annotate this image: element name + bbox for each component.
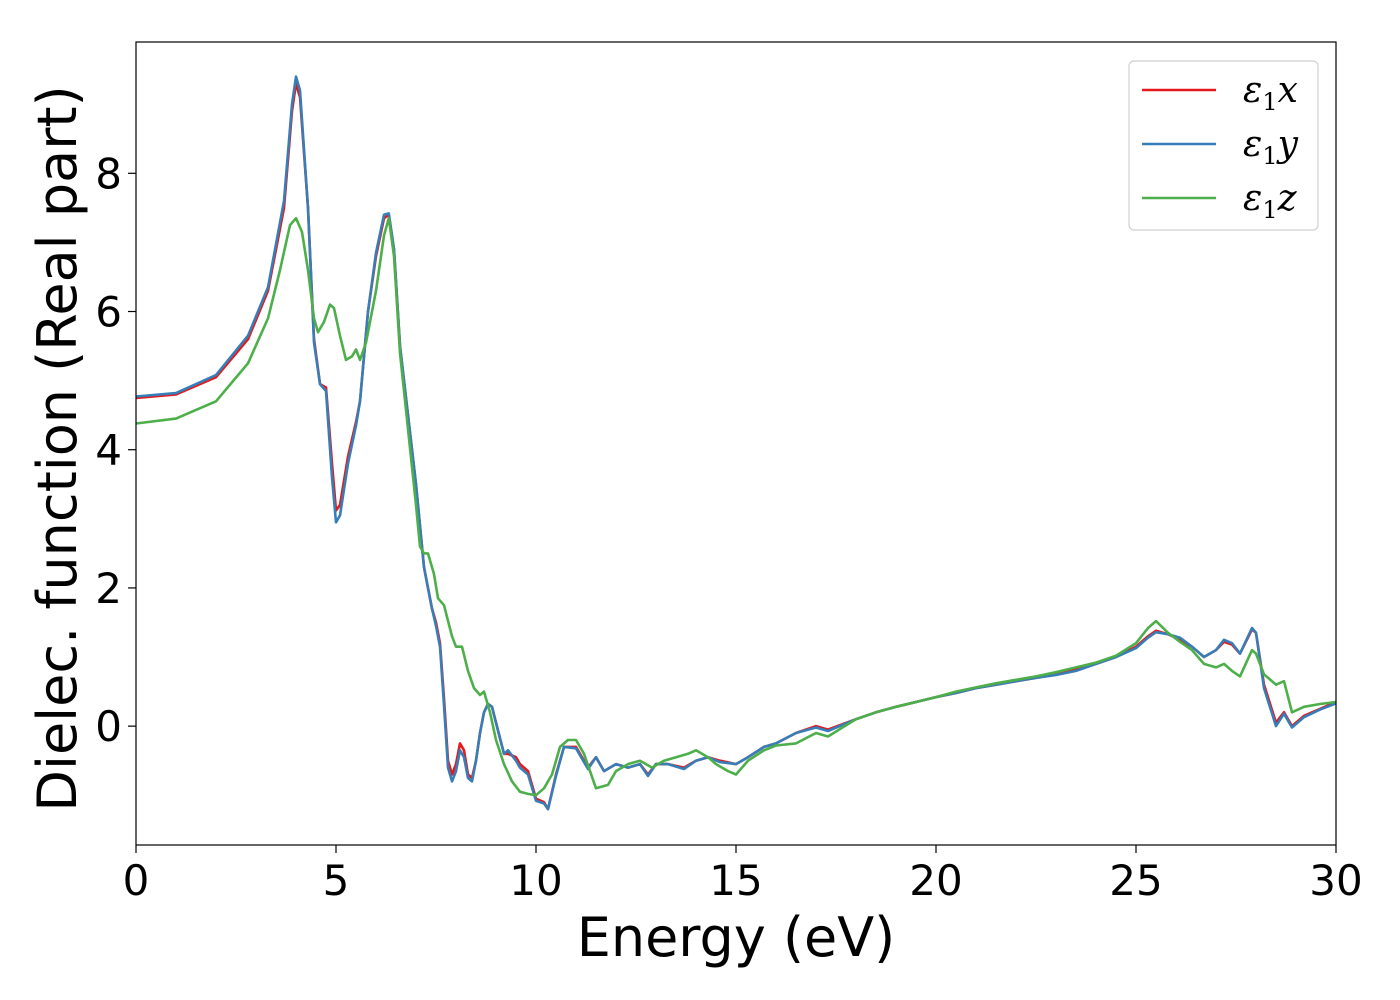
x-tick-label: 20 <box>909 856 962 905</box>
y-axis-ticks: 0 2 4 6 8 <box>95 149 136 751</box>
y-tick-label: 0 <box>95 702 122 751</box>
y-tick-label: 8 <box>95 149 122 198</box>
legend-label-y: ε1y <box>1243 124 1299 170</box>
x-axis-label: Energy (eV) <box>577 906 896 969</box>
y-tick-label: 2 <box>95 564 122 613</box>
series-line-z <box>136 216 1336 797</box>
x-tick-label: 10 <box>509 856 562 905</box>
y-tick-label: 6 <box>95 288 122 337</box>
x-tick-label: 15 <box>709 856 762 905</box>
legend-box <box>1128 60 1319 231</box>
legend: ε1x ε1y ε1z <box>1128 60 1319 231</box>
series-layer <box>136 75 1336 811</box>
x-tick-label: 30 <box>1309 856 1362 905</box>
y-axis-label: Dielec. function (Real part) <box>26 85 89 811</box>
legend-label-x: ε1x <box>1243 70 1298 116</box>
legend-label-z: ε1z <box>1243 178 1298 224</box>
x-tick-label: 0 <box>123 856 150 905</box>
series-line-y <box>136 75 1336 811</box>
x-axis-ticks: 0 5 10 15 20 25 30 <box>123 845 1363 905</box>
x-tick-label: 5 <box>323 856 350 905</box>
y-tick-label: 4 <box>95 426 122 475</box>
x-tick-label: 25 <box>1109 856 1162 905</box>
